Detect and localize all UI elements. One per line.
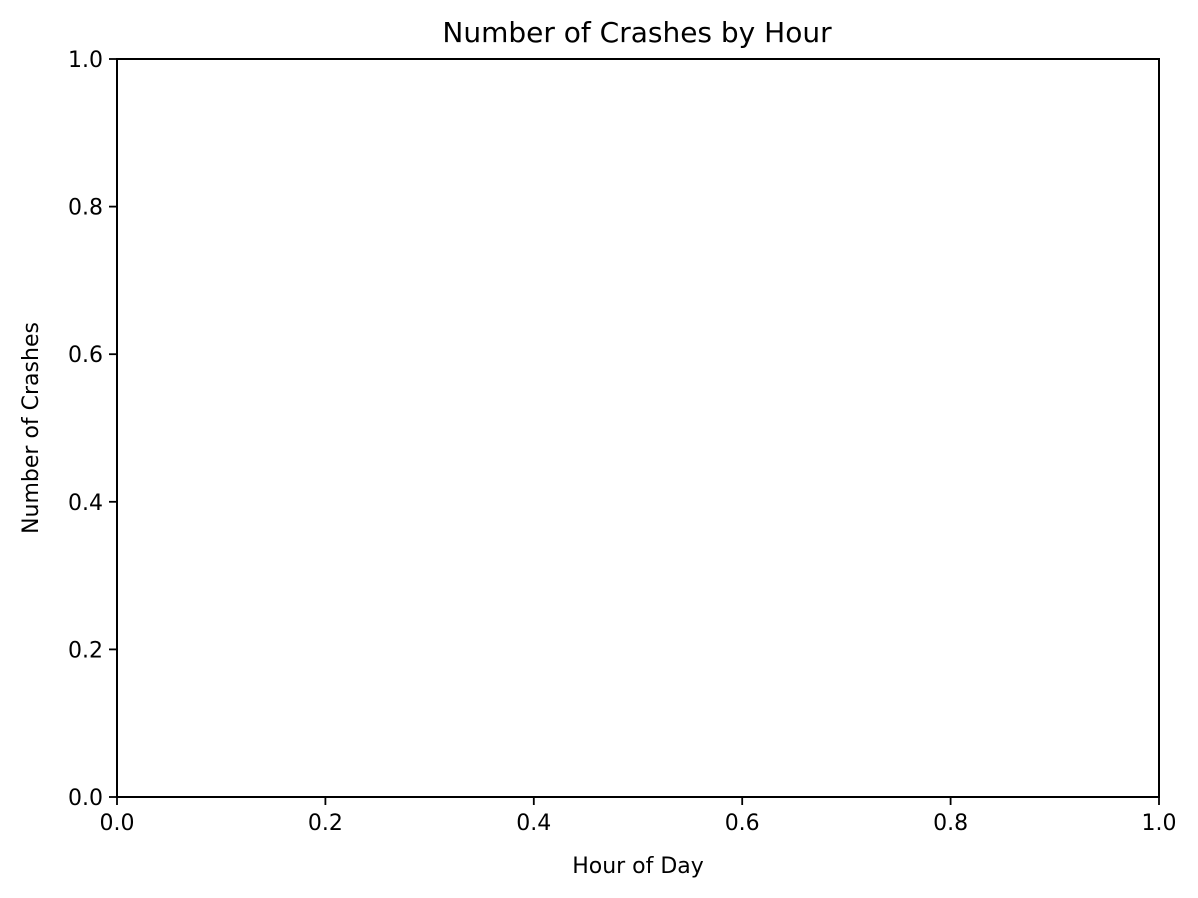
chart-title: Number of Crashes by Hour	[442, 16, 832, 49]
y-axis-label: Number of Crashes	[19, 322, 44, 534]
x-tick-label: 0.0	[100, 811, 135, 836]
y-tick-label: 0.4	[68, 491, 103, 516]
y-tick-label: 1.0	[68, 48, 103, 73]
x-axis-ticks: 0.0 0.2 0.4 0.6 0.8 1.0	[100, 797, 1177, 836]
x-tick-label: 0.6	[725, 811, 760, 836]
x-tick-label: 1.0	[1142, 811, 1177, 836]
x-axis-label: Hour of Day	[572, 854, 704, 879]
y-tick-label: 0.0	[68, 786, 103, 811]
y-tick-label: 0.2	[68, 638, 103, 663]
plot-area	[117, 59, 1159, 797]
x-tick-label: 0.2	[308, 811, 343, 836]
x-tick-label: 0.8	[933, 811, 968, 836]
y-tick-label: 0.8	[68, 196, 103, 221]
y-axis-ticks: 0.0 0.2 0.4 0.6 0.8 1.0	[68, 48, 117, 811]
x-tick-label: 0.4	[516, 811, 551, 836]
axes-frame	[116, 58, 1160, 798]
y-tick-label: 0.6	[68, 343, 103, 368]
